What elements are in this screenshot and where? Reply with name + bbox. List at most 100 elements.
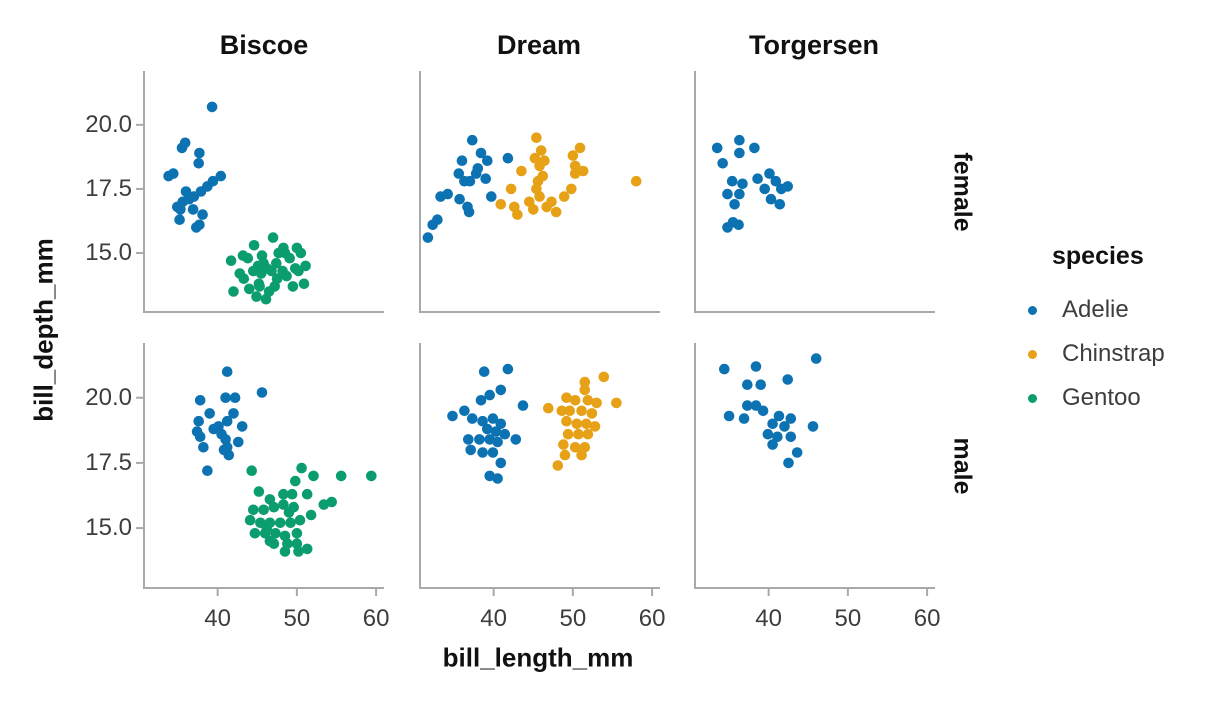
data-point <box>236 421 248 432</box>
data-point <box>516 165 527 177</box>
data-point <box>574 142 586 154</box>
data-point <box>308 470 319 482</box>
facet-spines <box>143 71 384 313</box>
data-point <box>550 206 562 218</box>
data-point <box>487 413 499 424</box>
legend-item-chinstrap: Chinstrap <box>1023 339 1165 369</box>
data-point <box>774 199 786 210</box>
data-point <box>484 389 496 401</box>
data-point <box>305 509 317 521</box>
data-point <box>463 434 474 445</box>
data-point <box>175 204 186 215</box>
data-point <box>562 428 574 440</box>
facet-spines <box>419 71 660 313</box>
data-point <box>291 528 303 539</box>
data-point <box>279 546 291 557</box>
data-point <box>253 486 265 497</box>
data-point <box>174 214 185 225</box>
data-point <box>255 268 267 279</box>
data-point <box>757 405 769 417</box>
data-point <box>722 188 733 200</box>
data-point <box>254 281 265 292</box>
series-adelie <box>711 134 793 233</box>
data-point <box>495 384 507 396</box>
data-point <box>719 363 730 375</box>
adelie-dot-icon <box>1028 305 1037 315</box>
data-point <box>294 514 306 526</box>
data-point <box>259 528 271 539</box>
series-chinstrap <box>495 132 642 220</box>
facet-spines <box>694 343 935 589</box>
x-axis-label: bill_length_mm <box>442 642 634 673</box>
data-point <box>271 258 282 269</box>
data-point <box>717 158 728 169</box>
data-point <box>223 449 235 461</box>
data-point <box>577 165 589 177</box>
x-tick-label: 40 <box>480 605 507 632</box>
data-point <box>202 465 213 477</box>
data-point <box>301 543 313 555</box>
data-point <box>293 546 304 557</box>
facet-title-biscoe: Biscoe <box>219 30 309 60</box>
data-point <box>467 134 478 146</box>
data-point <box>742 400 753 411</box>
data-point <box>244 283 255 295</box>
data-point <box>242 252 254 264</box>
series-adelie <box>447 363 529 484</box>
data-point <box>561 415 572 427</box>
data-point <box>502 152 514 164</box>
data-point <box>591 397 602 409</box>
series-adelie <box>191 366 268 477</box>
data-point <box>566 183 577 195</box>
data-point <box>779 421 790 432</box>
data-point <box>454 193 465 205</box>
data-point <box>558 439 569 450</box>
data-point <box>197 209 208 220</box>
data-point <box>238 273 250 285</box>
x-tick-label: 60 <box>913 605 941 632</box>
data-point <box>630 175 642 187</box>
data-point <box>228 286 239 297</box>
legend-label: Gentoo <box>1062 384 1141 411</box>
data-point <box>569 395 581 406</box>
data-point <box>711 142 723 154</box>
data-point <box>447 410 458 422</box>
data-point <box>552 460 564 471</box>
data-point <box>529 152 541 164</box>
legend-item-adelie: Adelie <box>1023 295 1129 325</box>
data-point <box>228 408 239 419</box>
data-point <box>492 473 503 484</box>
data-point <box>767 418 778 430</box>
data-point <box>729 199 740 210</box>
data-point <box>576 449 587 461</box>
data-point <box>569 160 581 172</box>
data-point <box>807 421 819 432</box>
data-point <box>752 173 763 184</box>
data-point <box>531 132 542 143</box>
data-point <box>487 447 499 458</box>
data-point <box>782 374 793 385</box>
data-point <box>274 517 286 529</box>
legend-label: Adelie <box>1062 296 1129 323</box>
data-point <box>298 278 310 290</box>
data-point <box>495 418 507 430</box>
data-point <box>559 449 571 461</box>
data-point <box>495 457 507 469</box>
data-point <box>266 265 277 277</box>
data-point <box>478 366 490 378</box>
data-point <box>737 178 748 190</box>
data-point <box>163 170 174 182</box>
data-point <box>225 255 237 266</box>
data-point <box>194 395 206 406</box>
data-point <box>495 199 507 210</box>
data-point <box>556 405 568 417</box>
data-point <box>270 528 281 539</box>
data-point <box>772 431 783 443</box>
data-point <box>427 219 439 231</box>
data-point <box>187 204 199 215</box>
data-point <box>278 488 289 500</box>
x-tick-label: 40 <box>204 605 231 632</box>
data-point <box>569 442 581 453</box>
data-point <box>733 219 744 231</box>
